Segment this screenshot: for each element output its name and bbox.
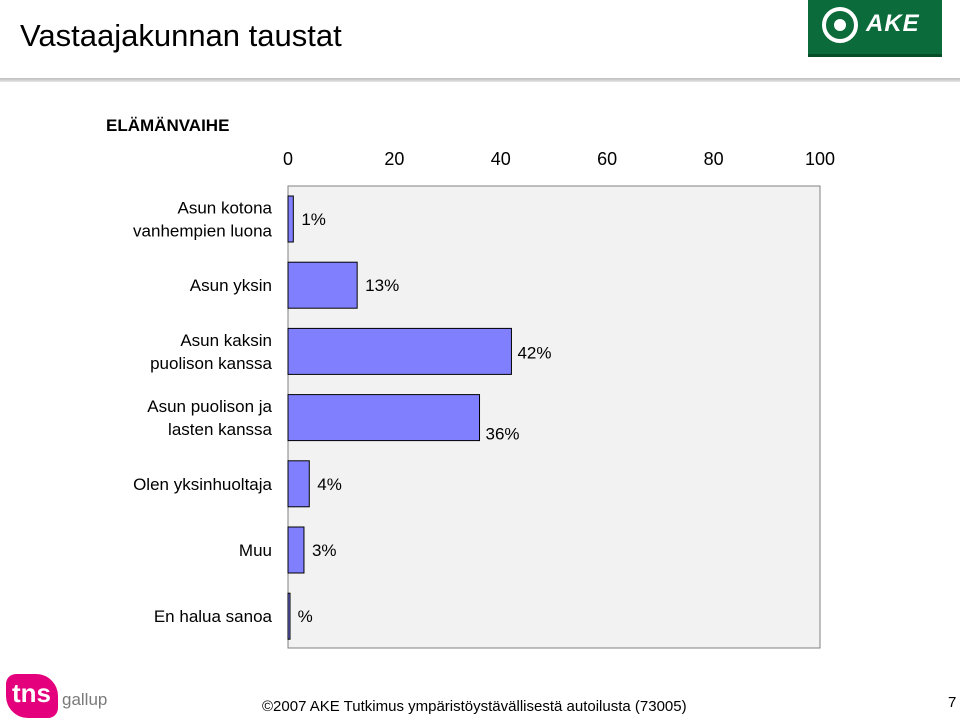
data-label: 42% (517, 343, 551, 362)
data-label: 36% (486, 425, 520, 444)
header-divider (0, 78, 960, 82)
x-axis-ticks: 0 20 40 60 80 100 (283, 149, 835, 169)
bar (287, 460, 310, 508)
category-label: En halua sanoa (154, 607, 273, 626)
x-tick-label: 40 (491, 149, 511, 169)
category-label: Asun puolison ja lasten kanssa (147, 397, 272, 439)
ake-logo-text: AKE (866, 10, 920, 37)
bar (287, 327, 512, 375)
category-label: Asun yksin (190, 276, 272, 295)
x-tick-label: 20 (384, 149, 404, 169)
bar (287, 526, 305, 574)
chart-title: ELÄMÄNVAIHE (106, 116, 229, 135)
bar (287, 592, 291, 640)
ake-emblem-icon (822, 7, 858, 43)
tns-logo-text: tns (12, 678, 51, 708)
data-label: 13% (365, 276, 399, 295)
gallup-logo-text: gallup (62, 690, 108, 709)
page-title: Vastaajakunnan taustat (20, 18, 342, 53)
ake-logo: AKE (808, 0, 942, 57)
category-label: Asun kotona vanhempien luona (133, 199, 272, 241)
category-label: Olen yksinhuoltaja (133, 475, 272, 494)
page-number: 7 (948, 694, 957, 711)
x-tick-label: 100 (805, 149, 835, 169)
data-label: 4% (317, 475, 342, 494)
category-labels: Asun kotona vanhempien luona Asun yksin Asu… (133, 199, 272, 627)
x-tick-label: 0 (283, 149, 293, 169)
bars (287, 195, 512, 640)
footer-copyright: ©2007 AKE Tutkimus ympäristöystävällises… (262, 698, 687, 715)
data-label: % (298, 607, 313, 626)
category-label: Muu (239, 541, 272, 560)
data-labels: 1% 13% 42% 36% 4% 3%% (298, 210, 552, 626)
data-label: 3% (312, 541, 337, 560)
category-label: Asun kaksin puolison kanssa (150, 331, 272, 373)
bar (287, 195, 294, 243)
bar (287, 394, 481, 442)
x-tick-label: 60 (597, 149, 617, 169)
tns-logo-shape (6, 674, 58, 718)
bar (287, 261, 358, 309)
tns-gallup-logo: tns gallup (6, 670, 107, 720)
x-tick-label: 80 (704, 149, 724, 169)
data-label: 1% (301, 210, 326, 229)
